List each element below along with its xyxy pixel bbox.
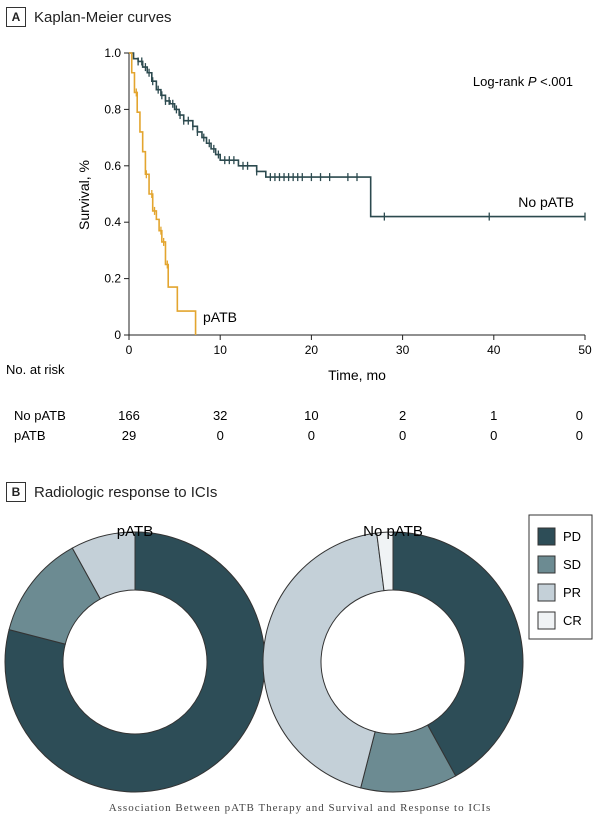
at-risk-value: 1 [490, 408, 497, 423]
curve-label-patb: pATB [203, 309, 237, 325]
donut-slice-patb-pr [71, 531, 136, 600]
panel-a-title: Kaplan-Meier curves [34, 8, 172, 26]
legend-swatch-cr [537, 611, 556, 630]
panel-a-header: A Kaplan-Meier curves [6, 7, 172, 27]
at-risk-value: 10 [304, 408, 318, 423]
panel-a-letter: A [6, 7, 26, 27]
km-curves [129, 52, 586, 335]
donut-title-no-patb: No pATB [363, 523, 423, 540]
figure-caption: Association Between pATB Therapy and Sur… [108, 802, 492, 814]
legend-label-sd: SD [563, 557, 581, 572]
y-tick-label: 0.4 [104, 215, 121, 229]
donut-slice-no-patb-cr [376, 531, 394, 592]
legend-label-pr: PR [563, 585, 581, 600]
y-tick-label: 0.8 [104, 102, 121, 116]
at-risk-value: 32 [213, 408, 227, 423]
at-risk-value: 0 [217, 428, 224, 443]
y-tick-label: 0.2 [104, 272, 121, 286]
curve-label-no-patb: No pATB [518, 194, 574, 210]
at-risk-title: No. at risk [6, 362, 65, 377]
km-axes: 0 0.2 0.4 0.6 0.8 1.0 0 10 20 30 40 50 [104, 46, 592, 357]
km-curve-patb [129, 52, 197, 335]
legend-label-pd: PD [563, 529, 581, 544]
at-risk-value: 0 [308, 428, 315, 443]
panel-b-title: Radiologic response to ICIs [34, 483, 218, 501]
at-risk-row-label: No pATB [14, 408, 66, 423]
x-tick-label: 40 [487, 343, 501, 357]
y-tick-label: 0 [114, 328, 121, 342]
x-tick-label: 0 [126, 343, 133, 357]
donut-slice-no-patb-pd [392, 531, 524, 777]
at-risk-value: 0 [576, 408, 583, 423]
at-risk-value: 0 [576, 428, 583, 443]
panel-b-header: B Radiologic response to ICIs [6, 482, 217, 502]
y-tick-label: 0.6 [104, 159, 121, 173]
legend-swatch-pd [537, 527, 556, 546]
x-tick-label: 30 [396, 343, 410, 357]
y-axis-label: Survival, % [76, 160, 92, 230]
legend-label-cr: CR [563, 613, 582, 628]
donut-title-patb: pATB [117, 523, 153, 540]
x-tick-label: 10 [214, 343, 228, 357]
at-risk-value: 29 [122, 428, 136, 443]
at-risk-value: 2 [399, 408, 406, 423]
legend: PD SD PR CR [528, 514, 593, 640]
at-risk-value: 0 [399, 428, 406, 443]
x-tick-label: 20 [305, 343, 319, 357]
log-rank-annotation: Log-rank P <.001 [473, 74, 573, 89]
y-tick-label: 1.0 [104, 46, 121, 60]
legend-swatch-sd [537, 555, 556, 574]
donut-slice-no-patb-pr [262, 532, 385, 789]
x-axis-label: Time, mo [328, 367, 386, 383]
at-risk-value: 0 [490, 428, 497, 443]
x-tick-label: 50 [578, 343, 592, 357]
at-risk-value: 166 [118, 408, 140, 423]
panel-b-letter: B [6, 482, 26, 502]
kaplan-meier-chart: 00.20.40.60.81.00 10 20 30 40 50 Survival, % … [6, 46, 592, 443]
at-risk-row-label: pATB [14, 428, 46, 443]
legend-swatch-pr [537, 583, 556, 602]
donut-slices [4, 531, 524, 793]
donut-charts: pATB No pATB PD SD PR CR [4, 514, 593, 793]
